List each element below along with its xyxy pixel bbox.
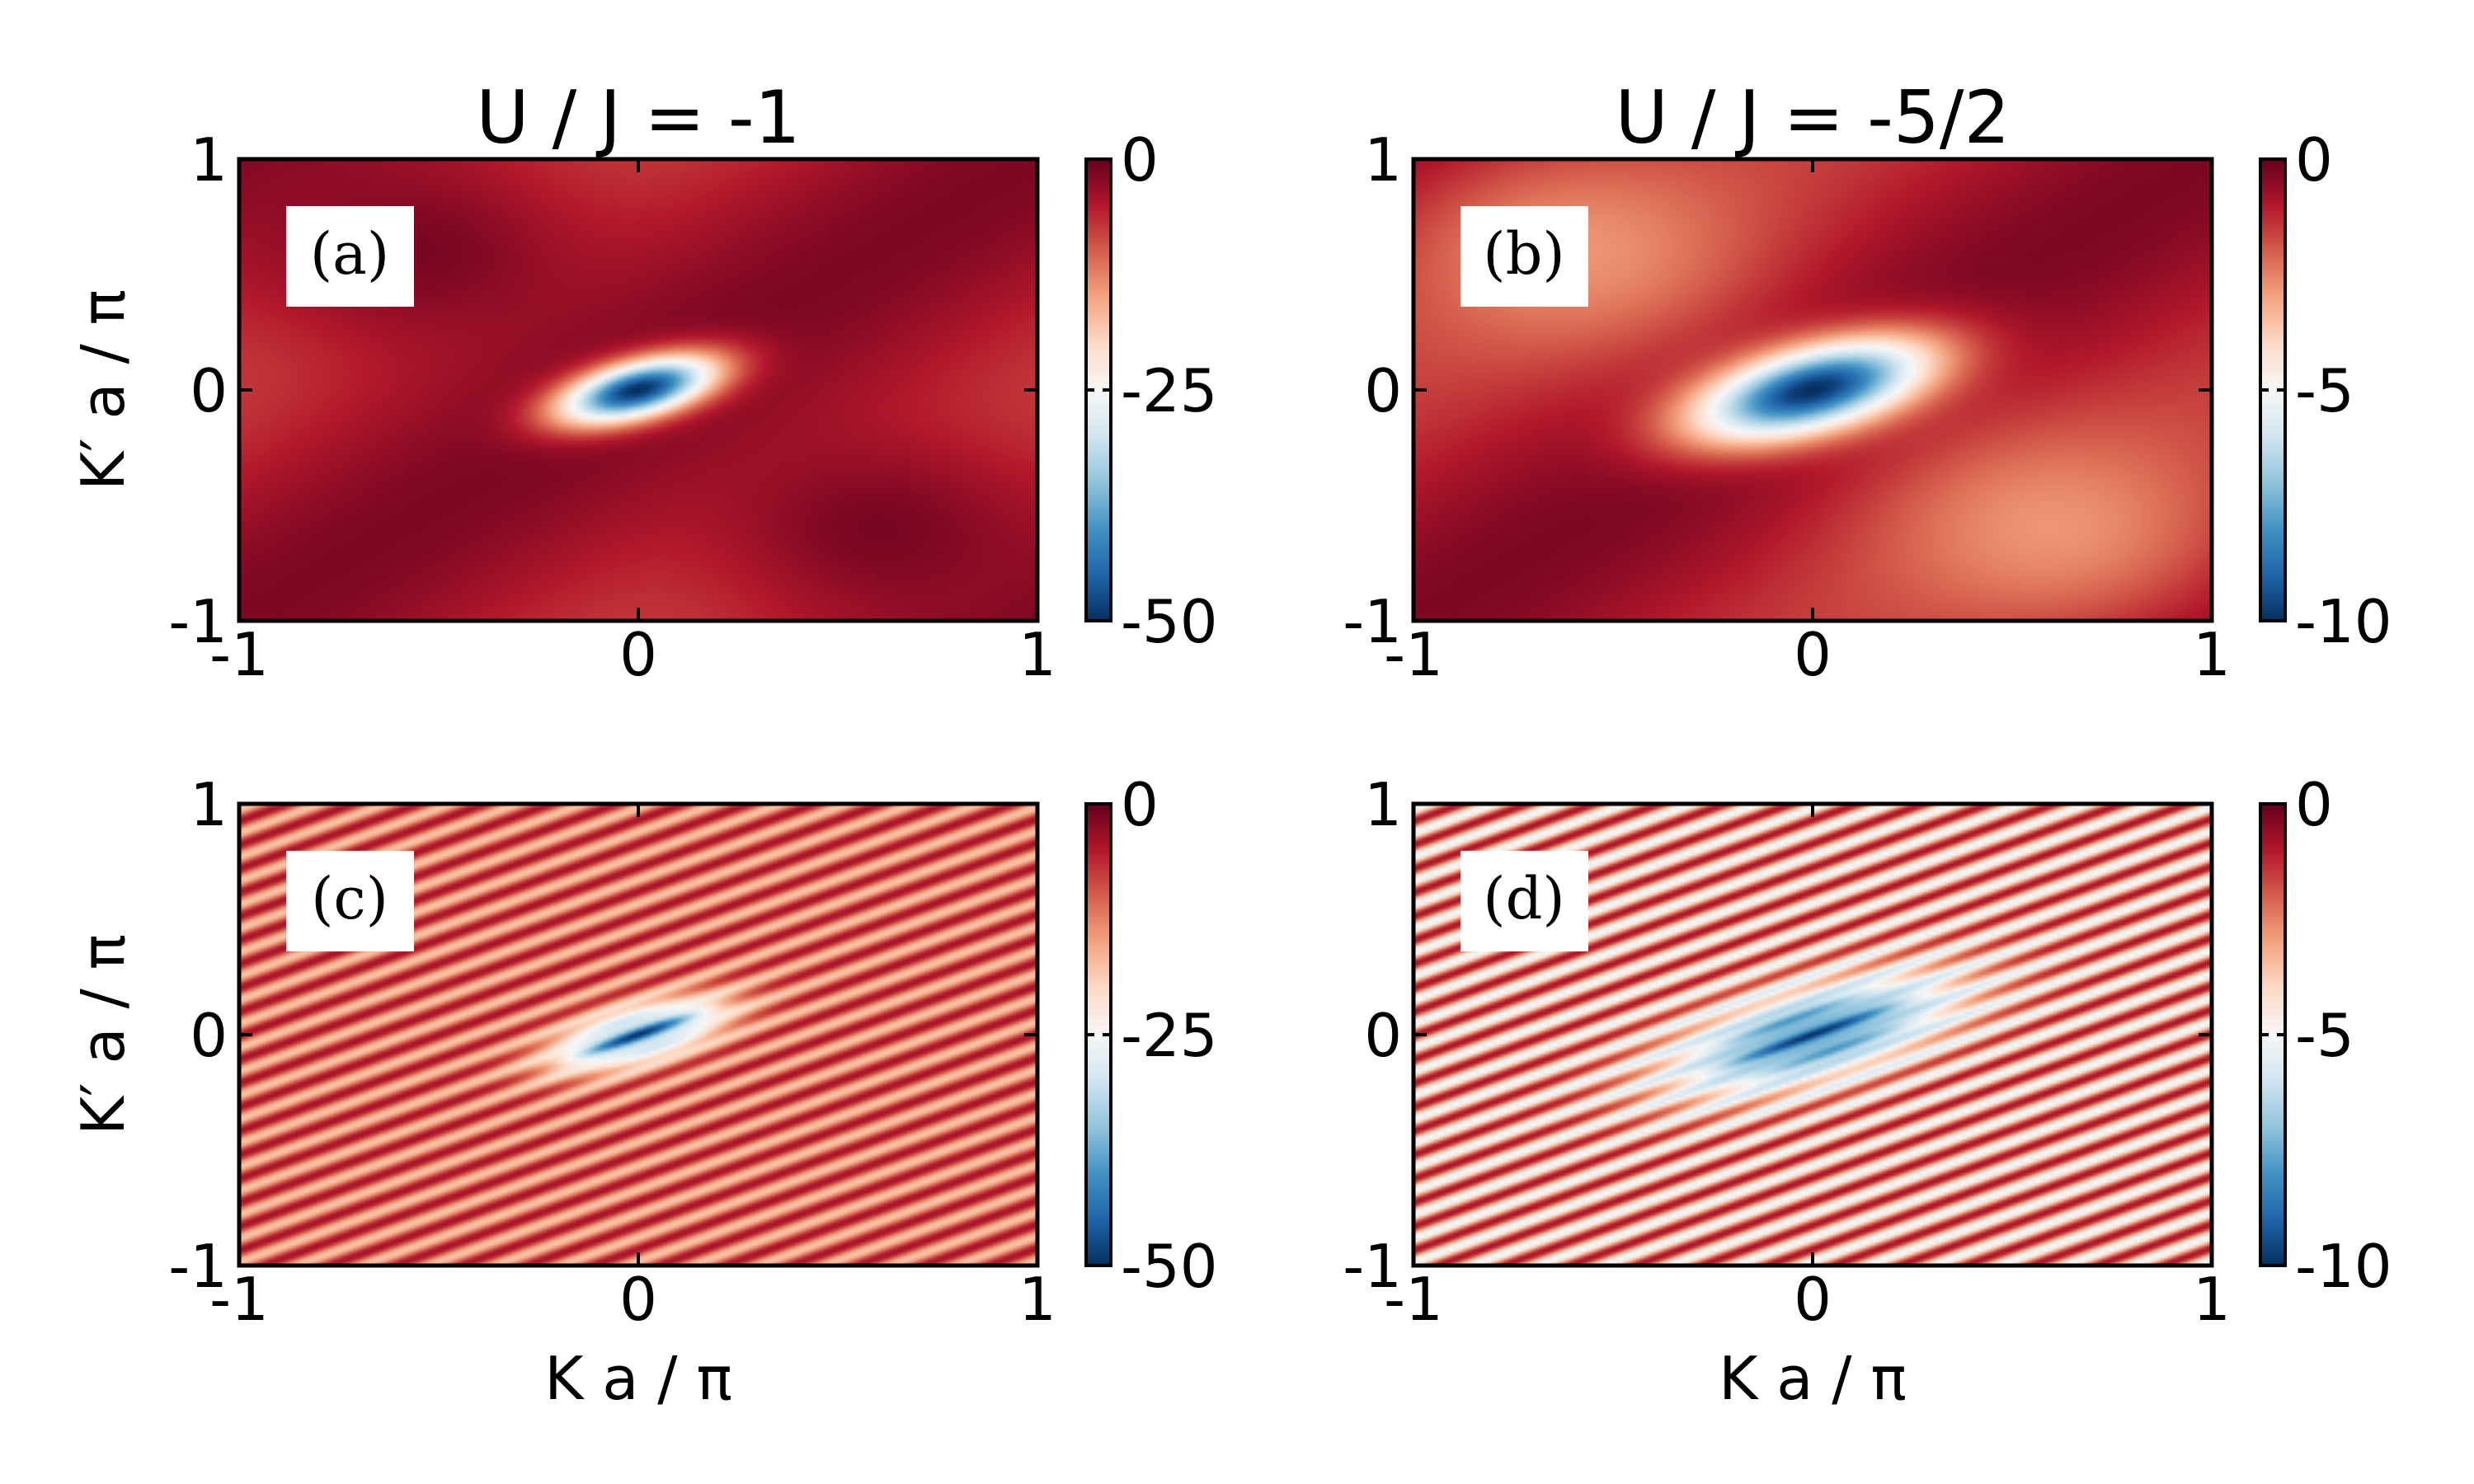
y-tick-label: -1	[168, 587, 228, 656]
panel-d: -1 0 1-101(d)K a / π0-5-10	[1343, 770, 2392, 1413]
y-tick-label: 0	[190, 356, 228, 425]
panel-label-box	[1460, 206, 1588, 307]
x-tick-label: 0	[619, 620, 657, 689]
x-tick-label: -1	[209, 620, 269, 689]
y-axis-label: K′ a / π	[68, 934, 138, 1135]
x-tick-label: 1	[2193, 1265, 2231, 1334]
colorbar-tick-label: 0	[1121, 125, 1159, 195]
panel-label: (b)	[1483, 220, 1564, 288]
colorbar-tick-label: 0	[2295, 770, 2333, 839]
colorbar-tick-label: 0	[1121, 770, 1159, 839]
colorbar-tick-label: 0	[2295, 125, 2333, 195]
x-tick-label: 1	[2193, 620, 2231, 689]
x-tick-label: 0	[1794, 620, 1832, 689]
panel-label: (d)	[1483, 865, 1564, 932]
x-axis-label: K a / π	[1719, 1344, 1907, 1413]
y-tick-label: 1	[190, 125, 228, 195]
colorbar-tick-label: -50	[1121, 587, 1218, 656]
colorbar-tick-label: -5	[2295, 1001, 2354, 1070]
y-tick-label: 1	[1364, 125, 1402, 195]
colorbar-tick-label: -25	[1121, 356, 1218, 425]
x-tick-label: -1	[209, 1265, 269, 1334]
panel-label: (a)	[310, 220, 389, 288]
panel-c: -1 0 1 -1 0 1 (c) K a / π K′ a / π 0 -25 -50	[68, 770, 1218, 1413]
y-tick-label: -1	[1343, 1232, 1402, 1301]
y-tick-label: 0	[190, 1001, 228, 1070]
y-axis-label: K′ a / π	[68, 289, 138, 491]
panel-label-box	[286, 206, 414, 307]
x-tick-label: -1	[1384, 620, 1443, 689]
y-tick-label: -1	[168, 1232, 228, 1301]
x-tick-label: 1	[1018, 1265, 1056, 1334]
panel-title: U / J = -5/2	[1615, 75, 2010, 160]
colorbar-tick-label: -50	[1121, 1232, 1218, 1301]
y-tick-label: 0	[1364, 356, 1402, 425]
y-tick-label: 0	[1364, 1001, 1402, 1070]
panel-label-box	[1460, 851, 1588, 951]
panel-a: -1 0 1 -1 0 1 (a) U / J = -1 K′ a / π 0 -25 -50	[68, 75, 1218, 689]
colorbar-tick-label: -25	[1121, 1001, 1218, 1070]
colorbar-tick-label: -5	[2295, 356, 2354, 425]
panel-title: U / J = -1	[476, 75, 800, 160]
y-tick-label: 1	[190, 770, 228, 839]
panel-label-box	[286, 851, 414, 951]
x-tick-label: 0	[619, 1265, 657, 1334]
colorbar-tick-label: -10	[2295, 1232, 2392, 1301]
x-tick-label: 1	[1018, 620, 1056, 689]
x-axis-label: K a / π	[544, 1344, 732, 1413]
x-tick-label: 0	[1794, 1265, 1832, 1334]
x-tick-label: -1	[1384, 1265, 1443, 1334]
y-tick-label: -1	[1343, 587, 1402, 656]
y-tick-label: 1	[1364, 770, 1402, 839]
panel-b: -1 0 1-101(b)U / J = -5/2 0-5-10	[1343, 75, 2392, 689]
panel-label: (c)	[311, 865, 388, 932]
colorbar-tick-label: -10	[2295, 587, 2392, 656]
